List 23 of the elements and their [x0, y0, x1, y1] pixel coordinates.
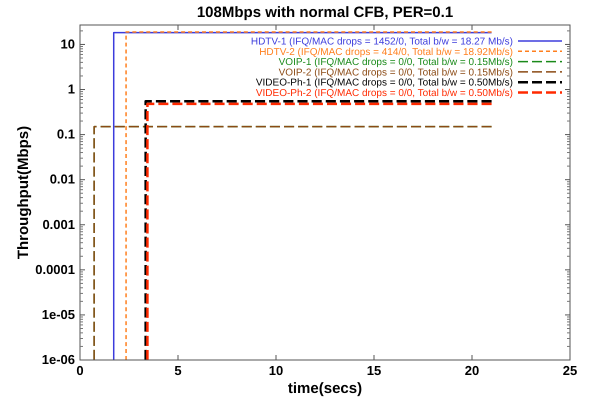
x-tick-label: 0	[76, 363, 84, 378]
legend-label: HDTV-2 (IFQ/MAC drops = 414/0, Total b/w = 18.92Mb/s)	[259, 46, 513, 58]
legend-label: VOIP-2 (IFQ/MAC drops = 0/0, Total b/w = 0.15Mb/s)	[278, 67, 513, 78]
y-tick-label: 10	[60, 36, 75, 52]
y-tick-label: 0.0001	[35, 262, 75, 277]
y-tick-label: 0.1	[56, 126, 75, 142]
y-tick-label: 0.001	[42, 216, 75, 232]
x-tick-label: 20	[464, 363, 480, 378]
x-tick-label: 10	[268, 363, 284, 378]
legend-label: HDTV-1 (IFQ/MAC drops = 1452/0, Total b/w = 18.27 Mb/s)	[250, 36, 513, 48]
y-axis-title: Throughput(Mbps)	[15, 126, 32, 260]
x-tick-label: 25	[562, 363, 578, 378]
y-tick-label: 1	[68, 82, 75, 97]
y-tick-label: 1e-06	[42, 352, 75, 367]
legend-label: VIDEO-Ph-2 (IFQ/MAC drops = 0/0, Total b/w = 0.50Mb/s)	[256, 88, 513, 99]
legend-label: VOIP-1 (IFQ/MAC drops = 0/0, Total b/w = 0.15Mb/s)	[278, 57, 513, 68]
y-tick-label: 0.01	[50, 172, 75, 187]
x-tick-label: 5	[174, 363, 182, 378]
y-tick-label: 1e-05	[42, 306, 75, 322]
chart-title: 108Mbps with normal CFB, PER=0.1	[196, 4, 454, 21]
x-tick-label: 15	[366, 363, 382, 378]
x-axis-title: time(secs)	[288, 380, 362, 397]
legend-label: VIDEO-Ph-1 (IFQ/MAC drops = 0/0, Total b/w = 0.50Mb/s)	[256, 78, 513, 89]
